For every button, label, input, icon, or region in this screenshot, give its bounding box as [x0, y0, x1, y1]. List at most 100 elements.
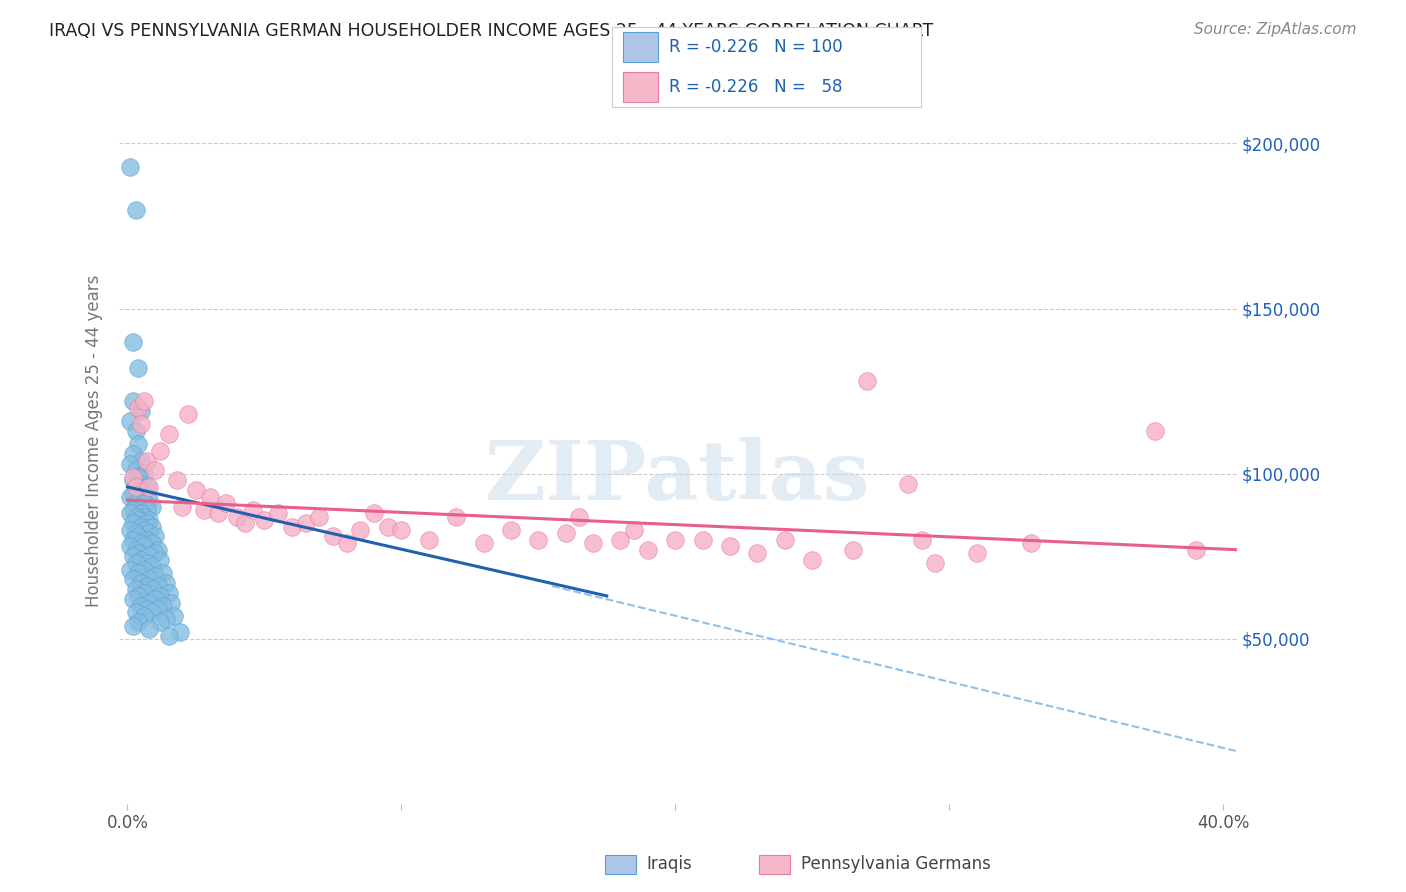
Point — [267, 507, 290, 521]
Point — [157, 427, 180, 442]
Point — [444, 509, 467, 524]
Point — [122, 473, 145, 487]
Point — [127, 500, 149, 514]
Point — [253, 513, 276, 527]
Point — [138, 513, 160, 527]
Point — [499, 523, 522, 537]
Point — [157, 629, 180, 643]
Point — [122, 618, 145, 632]
Point — [129, 575, 152, 590]
Text: Iraqis: Iraqis — [647, 855, 693, 873]
Point — [132, 496, 155, 510]
Point — [747, 546, 769, 560]
Point — [132, 608, 155, 623]
Point — [152, 566, 174, 580]
Point — [141, 559, 163, 574]
Point — [377, 519, 399, 533]
Point — [127, 566, 149, 580]
Point — [207, 507, 229, 521]
Point — [157, 585, 180, 599]
Text: Pennsylvania Germans: Pennsylvania Germans — [801, 855, 991, 873]
Point — [127, 589, 149, 603]
Point — [160, 595, 183, 609]
Point — [129, 417, 152, 432]
Point — [120, 562, 142, 576]
Point — [527, 533, 550, 547]
Point — [143, 592, 166, 607]
Point — [125, 424, 148, 438]
Point — [127, 470, 149, 484]
Point — [132, 540, 155, 554]
Point — [773, 533, 796, 547]
Point — [125, 496, 148, 510]
Point — [138, 480, 160, 494]
Point — [122, 573, 145, 587]
Point — [146, 602, 169, 616]
Point — [132, 467, 155, 481]
Point — [127, 546, 149, 560]
Point — [163, 608, 186, 623]
Point — [125, 582, 148, 597]
Point — [149, 615, 172, 630]
Point — [129, 599, 152, 613]
Point — [135, 579, 157, 593]
Point — [141, 606, 163, 620]
Point — [122, 470, 145, 484]
Point — [129, 552, 152, 566]
Point — [125, 606, 148, 620]
Point — [143, 546, 166, 560]
Point — [897, 476, 920, 491]
Point — [138, 573, 160, 587]
Text: IRAQI VS PENNSYLVANIA GERMAN HOUSEHOLDER INCOME AGES 25 - 44 YEARS CORRELATION C: IRAQI VS PENNSYLVANIA GERMAN HOUSEHOLDER… — [49, 22, 934, 40]
Point — [692, 533, 714, 547]
Point — [233, 516, 256, 531]
Point — [138, 595, 160, 609]
Point — [1184, 542, 1206, 557]
Point — [125, 509, 148, 524]
Point — [336, 536, 359, 550]
Point — [172, 500, 194, 514]
Point — [127, 401, 149, 415]
Point — [389, 523, 412, 537]
Point — [120, 523, 142, 537]
Point — [141, 536, 163, 550]
Point — [193, 503, 215, 517]
Point — [155, 612, 177, 626]
Point — [129, 493, 152, 508]
Point — [149, 552, 172, 566]
Point — [198, 490, 221, 504]
Point — [966, 546, 988, 560]
Point — [127, 483, 149, 498]
Point — [120, 490, 142, 504]
Point — [472, 536, 495, 550]
Point — [132, 585, 155, 599]
Point — [129, 507, 152, 521]
Point — [120, 457, 142, 471]
Point — [132, 394, 155, 409]
Point — [129, 476, 152, 491]
Point — [132, 523, 155, 537]
Point — [1143, 424, 1166, 438]
Point — [122, 486, 145, 500]
Point — [127, 513, 149, 527]
Point — [122, 503, 145, 517]
Point — [120, 540, 142, 554]
Point — [169, 625, 191, 640]
Text: Source: ZipAtlas.com: Source: ZipAtlas.com — [1194, 22, 1357, 37]
Text: R = -0.226   N = 100: R = -0.226 N = 100 — [669, 37, 842, 56]
Point — [308, 509, 330, 524]
Point — [125, 526, 148, 541]
Point — [143, 463, 166, 477]
Point — [132, 509, 155, 524]
Point — [129, 519, 152, 533]
Point — [129, 453, 152, 467]
Point — [143, 569, 166, 583]
Point — [842, 542, 865, 557]
Point — [129, 404, 152, 418]
Point — [135, 556, 157, 570]
Point — [177, 407, 200, 421]
Point — [242, 503, 264, 517]
Point — [125, 463, 148, 477]
Point — [127, 529, 149, 543]
Point — [141, 519, 163, 533]
